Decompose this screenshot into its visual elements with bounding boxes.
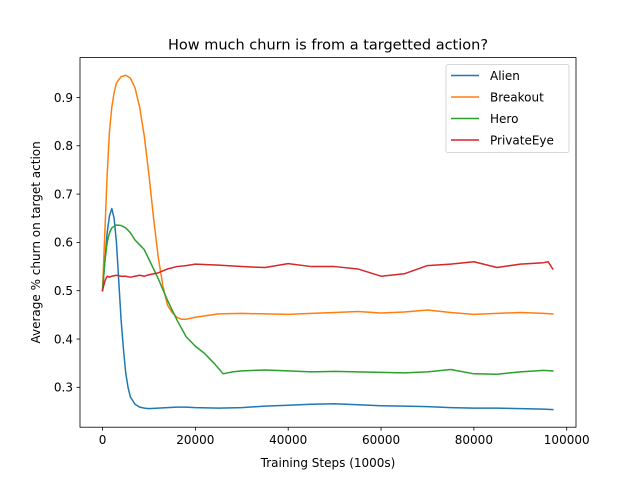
y-axis-label: Average % churn on target action — [29, 141, 43, 343]
x-axis-label: Training Steps (1000s) — [260, 456, 396, 470]
legend-frame — [445, 64, 570, 153]
legend-label-privateeye: PrivateEye — [490, 133, 554, 147]
y-tick-label: 0.9 — [54, 91, 73, 105]
plot-area — [101, 74, 554, 411]
legend-label-hero: Hero — [490, 112, 518, 126]
chart-title: How much churn is from a targetted actio… — [168, 38, 488, 54]
x-tick-label: 0 — [99, 433, 107, 447]
y-tick-label: 0.3 — [54, 381, 73, 395]
y-axis: 0.3 0.4 0.5 0.6 0.7 0.8 0.9 — [54, 91, 80, 395]
y-tick-label: 0.6 — [54, 236, 73, 250]
y-tick-label: 0.7 — [54, 187, 73, 201]
legend-label-alien: Alien — [490, 69, 520, 83]
series-line-alien — [101, 207, 554, 411]
x-tick-label: 80000 — [455, 433, 493, 447]
x-axis: 0 20000 40000 60000 80000 100000 — [99, 427, 590, 447]
series-line-hero — [101, 224, 554, 376]
x-tick-label: 60000 — [362, 433, 400, 447]
series-line-breakout — [101, 74, 554, 320]
x-tick-label: 40000 — [269, 433, 307, 447]
y-tick-label: 0.8 — [54, 139, 73, 153]
x-tick-label: 100000 — [544, 433, 590, 447]
x-tick-label: 20000 — [176, 433, 214, 447]
series-line-privateeye — [101, 260, 554, 292]
y-tick-label: 0.5 — [54, 284, 73, 298]
y-tick-label: 0.4 — [54, 332, 73, 346]
legend: Alien Breakout Hero PrivateEye — [445, 64, 570, 153]
legend-label-breakout: Breakout — [490, 90, 544, 104]
